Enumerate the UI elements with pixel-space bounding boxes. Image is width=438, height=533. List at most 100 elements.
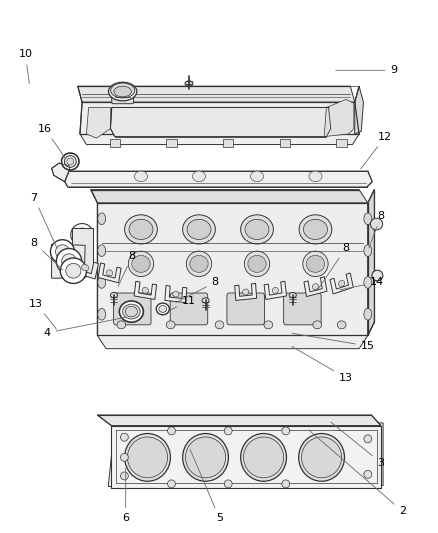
Ellipse shape (120, 472, 128, 480)
Ellipse shape (156, 303, 169, 315)
Polygon shape (72, 256, 98, 279)
Ellipse shape (110, 293, 117, 298)
Text: 8: 8 (176, 277, 218, 302)
Ellipse shape (363, 277, 371, 288)
Ellipse shape (98, 309, 106, 320)
Polygon shape (97, 415, 380, 425)
Ellipse shape (98, 213, 106, 224)
Ellipse shape (108, 82, 137, 101)
Ellipse shape (289, 293, 296, 298)
Ellipse shape (263, 321, 272, 329)
Ellipse shape (306, 255, 324, 272)
Text: 6: 6 (122, 468, 129, 523)
Ellipse shape (186, 251, 211, 277)
Polygon shape (264, 281, 286, 300)
Ellipse shape (272, 287, 278, 293)
Ellipse shape (182, 215, 215, 244)
Text: 9: 9 (335, 66, 397, 75)
Ellipse shape (250, 171, 263, 182)
Ellipse shape (247, 255, 265, 272)
Ellipse shape (106, 270, 113, 276)
FancyBboxPatch shape (279, 139, 290, 147)
Ellipse shape (122, 304, 140, 319)
Ellipse shape (240, 433, 286, 481)
Text: 11: 11 (169, 296, 195, 310)
Ellipse shape (127, 437, 167, 478)
Ellipse shape (110, 83, 134, 98)
Text: 13: 13 (291, 346, 352, 383)
Text: 16: 16 (38, 124, 65, 158)
Polygon shape (98, 263, 121, 283)
Ellipse shape (363, 309, 371, 320)
Ellipse shape (61, 153, 79, 170)
Ellipse shape (167, 427, 175, 435)
Polygon shape (110, 108, 330, 136)
Polygon shape (354, 86, 363, 134)
Ellipse shape (336, 321, 345, 329)
FancyBboxPatch shape (336, 139, 346, 147)
Polygon shape (72, 228, 93, 273)
Ellipse shape (363, 435, 371, 443)
Text: 5: 5 (190, 449, 223, 523)
Text: 3: 3 (330, 422, 384, 467)
Ellipse shape (244, 251, 269, 277)
Ellipse shape (128, 251, 153, 277)
Ellipse shape (201, 298, 208, 303)
Ellipse shape (124, 433, 170, 481)
Ellipse shape (81, 264, 88, 271)
Ellipse shape (55, 245, 69, 259)
Ellipse shape (281, 480, 289, 488)
Ellipse shape (61, 254, 76, 269)
Ellipse shape (363, 470, 371, 478)
Ellipse shape (224, 427, 232, 435)
Ellipse shape (159, 305, 166, 312)
Ellipse shape (129, 219, 152, 239)
Text: 12: 12 (360, 132, 392, 169)
Ellipse shape (302, 251, 327, 277)
Ellipse shape (192, 171, 205, 182)
Ellipse shape (363, 213, 371, 224)
Text: 2: 2 (308, 430, 405, 516)
Polygon shape (165, 286, 187, 303)
Ellipse shape (50, 240, 74, 264)
Ellipse shape (182, 433, 228, 481)
Text: 15: 15 (291, 333, 374, 351)
Ellipse shape (67, 158, 74, 165)
Polygon shape (51, 244, 85, 278)
Ellipse shape (124, 215, 157, 244)
Text: 8: 8 (31, 238, 63, 270)
Polygon shape (108, 423, 382, 487)
Ellipse shape (71, 223, 93, 246)
Text: 10: 10 (18, 50, 32, 84)
Ellipse shape (71, 239, 93, 262)
Ellipse shape (166, 321, 175, 329)
Text: 14: 14 (339, 277, 383, 290)
Ellipse shape (142, 287, 148, 293)
Ellipse shape (56, 248, 81, 274)
FancyBboxPatch shape (112, 90, 133, 104)
Ellipse shape (301, 437, 341, 478)
Text: 8: 8 (368, 211, 384, 248)
FancyBboxPatch shape (110, 139, 120, 147)
FancyBboxPatch shape (226, 293, 264, 325)
Ellipse shape (189, 255, 208, 272)
Polygon shape (78, 86, 354, 102)
Text: 7: 7 (31, 192, 57, 248)
Ellipse shape (60, 258, 86, 284)
FancyBboxPatch shape (113, 293, 151, 325)
Polygon shape (64, 171, 371, 187)
Ellipse shape (131, 255, 150, 272)
Ellipse shape (167, 480, 175, 488)
Text: 4: 4 (43, 318, 125, 338)
Ellipse shape (114, 86, 131, 97)
Ellipse shape (312, 284, 318, 289)
FancyBboxPatch shape (166, 139, 177, 147)
Ellipse shape (338, 280, 344, 287)
Ellipse shape (303, 219, 327, 239)
Ellipse shape (98, 245, 106, 256)
Ellipse shape (243, 437, 283, 478)
Ellipse shape (244, 219, 268, 239)
FancyBboxPatch shape (283, 293, 321, 325)
Polygon shape (134, 281, 156, 300)
Ellipse shape (117, 321, 125, 329)
